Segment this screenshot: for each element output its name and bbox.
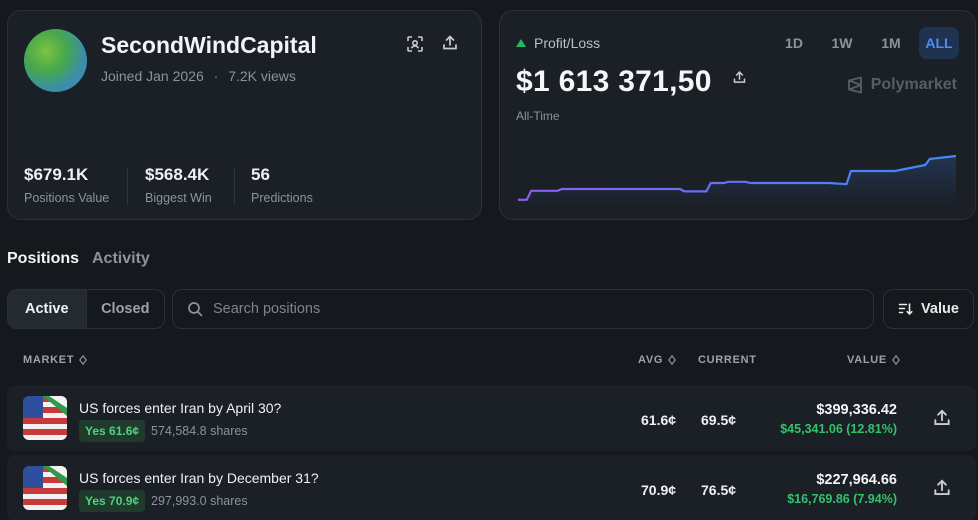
share-icon[interactable] (932, 478, 952, 498)
sort-label: Value (921, 301, 959, 317)
profile-username: SecondWindCapital (101, 32, 317, 58)
divider (234, 167, 235, 205)
market-title[interactable]: US forces enter Iran by April 30? (79, 400, 282, 416)
profile-card: SecondWindCapital Joined Jan 2026 · 7.2K… (7, 10, 482, 220)
share-pnl-icon[interactable] (732, 70, 747, 85)
pnl-label: Profit/Loss (516, 35, 600, 51)
search-icon (188, 302, 203, 317)
pnl-label-text: Profit/Loss (534, 35, 601, 51)
tab-activity[interactable]: Activity (92, 250, 150, 267)
header-avg[interactable]: AVG (638, 354, 677, 366)
polymarket-logo: Polymarket (846, 76, 957, 94)
avatar[interactable] (24, 29, 87, 92)
header-market[interactable]: MARKET (23, 354, 88, 366)
current-price: 76.5¢ (701, 482, 737, 498)
header-value[interactable]: VALUE (847, 354, 900, 366)
search-input[interactable] (213, 301, 853, 317)
stat-value: $679.1K (24, 165, 89, 184)
share-count: 297,993.0 shares (151, 494, 248, 508)
table-row[interactable]: US forces enter Iran by December 31? Yes… (7, 455, 976, 520)
header-current[interactable]: CURRENT (698, 354, 757, 366)
joined-date: Joined Jan 2026 (101, 68, 204, 84)
profile-meta: Joined Jan 2026 · 7.2K views (101, 68, 296, 84)
up-triangle-icon (516, 39, 526, 47)
range-all[interactable]: ALL (919, 27, 959, 59)
us-iran-flag-icon (23, 466, 67, 510)
header-avg-label: AVG (638, 354, 664, 366)
header-market-label: MARKET (23, 354, 75, 366)
stat-label: Predictions (251, 191, 313, 205)
header-value-label: VALUE (847, 354, 887, 366)
view-count: 7.2K views (228, 68, 296, 84)
pnl-area (518, 156, 956, 203)
stat-label: Positions Value (24, 191, 110, 205)
status-filter: Active Closed (7, 289, 165, 329)
stat-label: Biggest Win (145, 191, 212, 205)
position-pnl: $16,769.86 (7.94%) (787, 492, 897, 506)
outcome-badge: Yes 70.9¢ (79, 490, 146, 512)
sort-diamond-icon (892, 355, 900, 365)
table-row[interactable]: US forces enter Iran by April 30? Yes 61… (7, 385, 976, 451)
range-1d[interactable]: 1D (785, 35, 803, 51)
header-current-label: CURRENT (698, 354, 757, 366)
share-icon[interactable] (932, 408, 952, 428)
position-pnl: $45,341.06 (12.81%) (780, 422, 897, 436)
avg-price: 70.9¢ (641, 482, 677, 498)
tab-positions[interactable]: Positions (7, 250, 80, 267)
avg-price: 61.6¢ (641, 412, 677, 428)
filter-closed[interactable]: Closed (101, 301, 150, 317)
market-image (23, 396, 67, 440)
current-price: 69.5¢ (701, 412, 737, 428)
share-count: 574,584.8 shares (151, 424, 248, 438)
pnl-line (518, 154, 957, 201)
stat-value: 56 (251, 165, 270, 184)
polymarket-icon (847, 76, 862, 94)
pnl-value: $1 613 371,50 (516, 65, 747, 99)
search-box (172, 289, 874, 329)
sort-diamond-icon (668, 355, 677, 365)
share-profile-icon[interactable] (439, 32, 461, 54)
pnl-card: Profit/Loss 1D 1W 1M ALL $1 613 371,50 A… (499, 10, 976, 220)
market-image (23, 466, 67, 510)
range-1m[interactable]: 1M (881, 35, 901, 51)
pnl-chart (518, 154, 957, 203)
brand-name: Polymarket (870, 76, 957, 93)
pnl-amount: $1 613 371,50 (516, 65, 712, 98)
sort-button[interactable]: Value (883, 289, 974, 329)
scan-qr-icon[interactable] (404, 33, 426, 55)
us-iran-flag-icon (23, 396, 67, 440)
range-1w[interactable]: 1W (831, 35, 853, 51)
position-value: $399,336.42 (816, 402, 897, 418)
stat-biggest-win: $568.4K Biggest Win (145, 165, 212, 205)
divider (127, 167, 128, 205)
meta-separator: · (213, 68, 219, 84)
position-value: $227,964.66 (816, 472, 897, 488)
pnl-period: All-Time (516, 109, 560, 123)
filter-active[interactable]: Active (8, 290, 87, 328)
outcome-badge: Yes 61.6¢ (79, 420, 146, 442)
stat-value: $568.4K (145, 165, 210, 184)
stat-positions-value: $679.1K Positions Value (24, 165, 109, 205)
sort-diamond-icon (79, 355, 88, 365)
stat-predictions: 56 Predictions (251, 165, 313, 205)
sort-icon (898, 303, 913, 316)
market-title[interactable]: US forces enter Iran by December 31? (79, 470, 319, 486)
